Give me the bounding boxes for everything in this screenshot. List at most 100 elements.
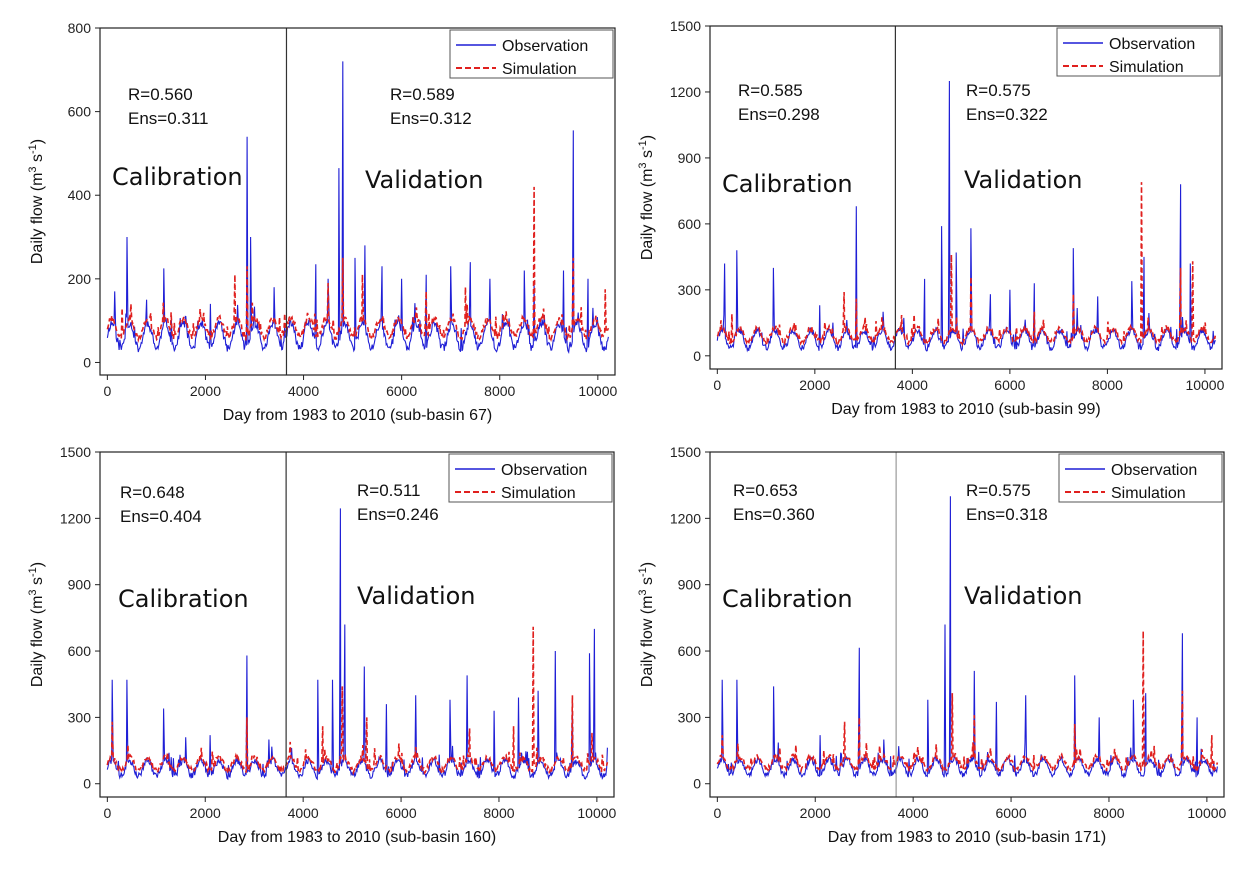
- x-tick-label: 6000: [385, 805, 416, 821]
- series-line-simulation: [106, 626, 609, 776]
- x-axis-label: Day from 1983 to 2010 (sub-basin 171): [828, 829, 1106, 846]
- x-tick-label: 2000: [799, 377, 830, 393]
- series-line-simulation: [716, 182, 1217, 347]
- phase-label-calibration: Calibration: [722, 585, 853, 613]
- series-line-observation: [106, 508, 608, 781]
- x-tick-label: 10000: [577, 805, 616, 821]
- chart-panel-3: 0 2000 4000 6000 8000 10000 0 300 600 900 1200 1500…: [27, 444, 617, 846]
- stat-ens-label: Ens=0.360: [733, 505, 815, 524]
- y-tick-label: 300: [678, 282, 702, 298]
- chart-panel-1: 0 2000 4000 6000 8000 10000 0 200 400 600 800 Day f…: [27, 20, 618, 424]
- legend-label-observation: Observation: [1111, 462, 1197, 479]
- x-tick-label: 6000: [386, 383, 417, 399]
- stat-r-label: R=0.575: [966, 481, 1031, 500]
- y-tick-label: 600: [678, 643, 702, 659]
- chart-panel-2: 0 2000 4000 6000 8000 10000 0 300 600 900 1200 1500…: [637, 18, 1225, 418]
- legend-label-simulation: Simulation: [1109, 59, 1184, 76]
- phase-label-validation: Validation: [365, 166, 484, 194]
- plot-frame: [709, 25, 1223, 370]
- y-axis-label: Daily flow (m3 s-1): [27, 562, 46, 687]
- legend-label-simulation: Simulation: [501, 485, 576, 502]
- y-tick-label: 0: [693, 348, 701, 364]
- plot-frame: [99, 451, 615, 798]
- x-tick-label: 10000: [1185, 377, 1224, 393]
- legend-label-simulation: Simulation: [1111, 485, 1186, 502]
- y-tick-label: 600: [68, 104, 92, 120]
- stat-r-label: R=0.511: [357, 481, 420, 500]
- stat-r-label: R=0.560: [128, 85, 193, 104]
- x-tick-label: 2000: [190, 383, 221, 399]
- phase-label-calibration: Calibration: [118, 585, 249, 613]
- x-tick-label: 2000: [800, 805, 831, 821]
- y-tick-label: 1200: [670, 84, 701, 100]
- legend-box: [449, 29, 614, 79]
- series-line-observation: [106, 61, 609, 355]
- x-tick-label: 2000: [190, 805, 221, 821]
- x-tick-label: 8000: [483, 805, 514, 821]
- y-tick-label: 1500: [670, 444, 701, 460]
- x-tick-label: 4000: [288, 805, 319, 821]
- y-tick-label: 0: [693, 776, 701, 792]
- stat-ens-label: Ens=0.404: [120, 507, 202, 526]
- legend-box: [1058, 453, 1223, 503]
- legend-label-observation: Observation: [501, 462, 587, 479]
- x-tick-label: 0: [103, 805, 111, 821]
- y-tick-label: 400: [68, 187, 92, 203]
- legend-box: [448, 453, 613, 503]
- x-tick-label: 8000: [484, 383, 515, 399]
- y-tick-label: 1500: [60, 444, 91, 460]
- x-tick-label: 8000: [1092, 377, 1123, 393]
- y-tick-label: 0: [83, 354, 91, 370]
- x-tick-label: 0: [713, 805, 721, 821]
- stat-r-label: R=0.648: [120, 483, 185, 502]
- stat-ens-label: Ens=0.246: [357, 505, 439, 524]
- phase-label-calibration: Calibration: [112, 163, 243, 191]
- y-tick-label: 300: [68, 709, 92, 725]
- y-tick-label: 0: [83, 776, 91, 792]
- phase-label-validation: Validation: [964, 582, 1083, 610]
- chart-panel-4: 0 2000 4000 6000 8000 10000 0 300 600 900 1200 1500…: [637, 444, 1227, 846]
- series-line-simulation: [716, 631, 1219, 774]
- x-tick-label: 4000: [288, 383, 319, 399]
- stat-ens-label: Ens=0.318: [966, 505, 1048, 524]
- stat-r-label: R=0.585: [738, 81, 803, 100]
- x-axis-label: Day from 1983 to 2010 (sub-basin 160): [218, 829, 496, 846]
- legend-label-observation: Observation: [1109, 36, 1195, 53]
- y-tick-label: 200: [68, 271, 92, 287]
- x-tick-label: 4000: [897, 377, 928, 393]
- y-tick-label: 900: [678, 150, 702, 166]
- legend-box: [1056, 27, 1221, 77]
- phase-label-validation: Validation: [964, 166, 1083, 194]
- phase-label-calibration: Calibration: [722, 170, 853, 198]
- x-tick-label: 10000: [1187, 805, 1226, 821]
- x-axis-label: Day from 1983 to 2010 (sub-basin 99): [831, 401, 1100, 418]
- y-axis-label: Daily flow (m3 s-1): [27, 139, 46, 264]
- y-tick-label: 900: [68, 577, 92, 593]
- y-tick-label: 800: [68, 20, 92, 36]
- x-tick-label: 6000: [994, 377, 1025, 393]
- y-axis-label: Daily flow (m3 s-1): [637, 135, 656, 260]
- y-tick-label: 1500: [670, 18, 701, 34]
- stat-ens-label: Ens=0.312: [390, 109, 472, 128]
- y-axis-label: Daily flow (m3 s-1): [637, 562, 656, 687]
- stat-r-label: R=0.575: [966, 81, 1031, 100]
- legend-label-simulation: Simulation: [502, 61, 577, 78]
- x-tick-label: 0: [713, 377, 721, 393]
- series-line-simulation: [106, 186, 610, 343]
- y-tick-label: 900: [678, 577, 702, 593]
- stat-r-label: R=0.589: [390, 85, 455, 104]
- x-tick-label: 0: [103, 383, 111, 399]
- stat-r-label: R=0.653: [733, 481, 798, 500]
- x-tick-label: 10000: [578, 383, 617, 399]
- y-tick-label: 1200: [670, 510, 701, 526]
- y-tick-label: 600: [678, 216, 702, 232]
- y-tick-label: 600: [68, 643, 92, 659]
- plot-frame: [99, 27, 616, 376]
- x-tick-label: 8000: [1093, 805, 1124, 821]
- stat-ens-label: Ens=0.298: [738, 105, 820, 124]
- legend-label-observation: Observation: [502, 38, 588, 55]
- x-tick-label: 6000: [995, 805, 1026, 821]
- stat-ens-label: Ens=0.311: [128, 109, 209, 128]
- y-tick-label: 1200: [60, 510, 91, 526]
